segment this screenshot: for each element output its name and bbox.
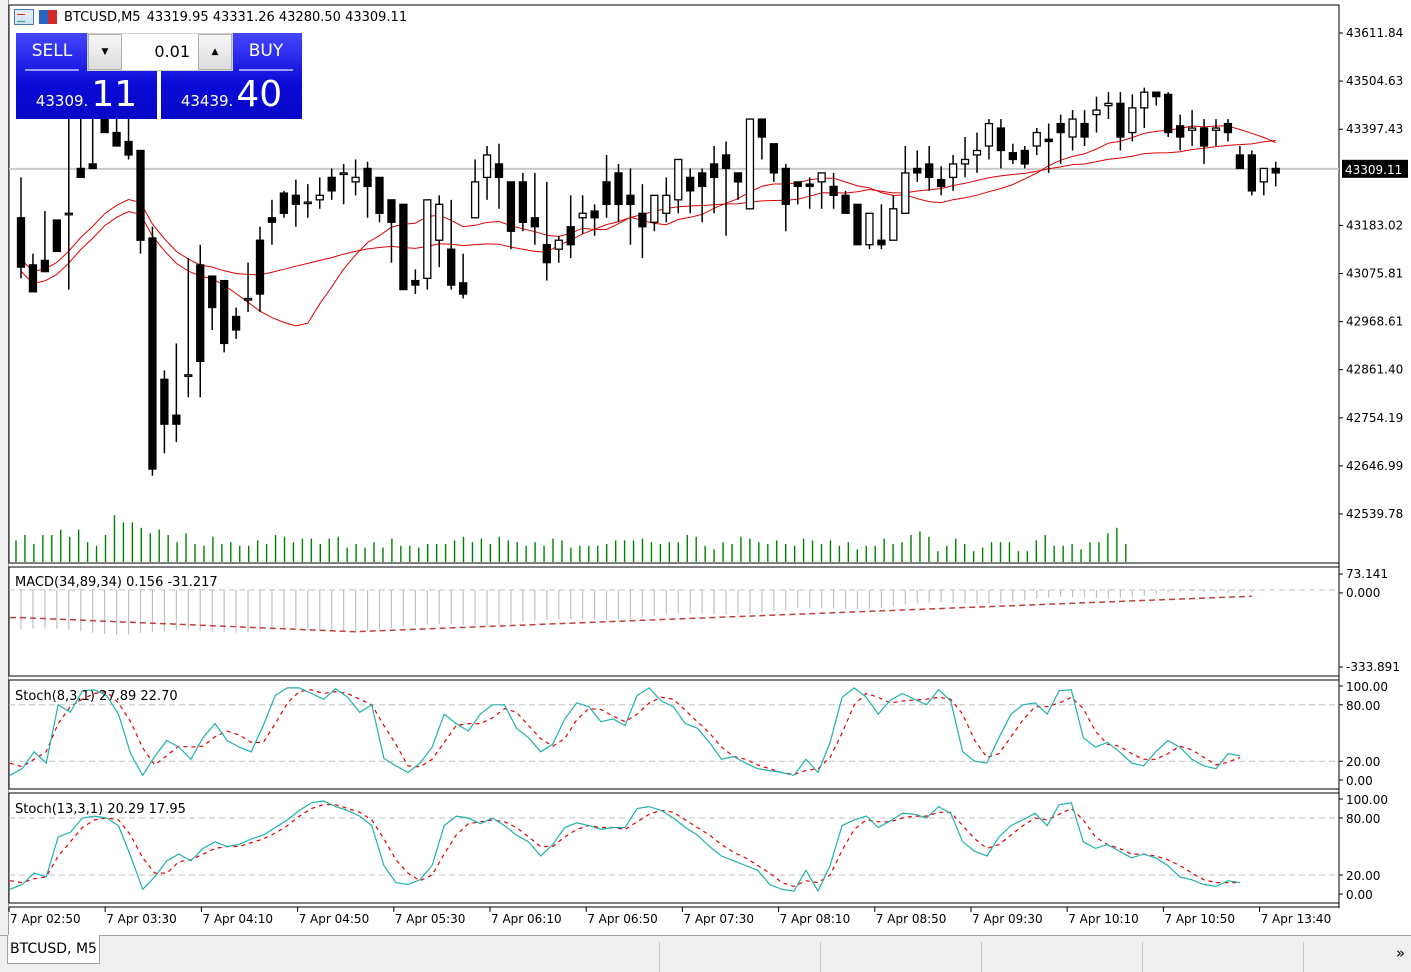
template-icon [38, 9, 58, 25]
buy-price-pips: 40 [236, 74, 283, 115]
time-axis-label: 7 Apr 08:10 [780, 912, 851, 926]
stoch-8-main-line [9, 687, 1241, 777]
one-click-trading-panel: SELL 43309.11 BUY 43439.40 ▼ 0.01 ▲ [16, 33, 304, 119]
stoch-13-pane[interactable] [8, 792, 1340, 904]
current-price-badge [1342, 159, 1408, 178]
time-axis-label: 7 Apr 13:40 [1261, 912, 1332, 926]
stoch-13-axis-label: 80.00 [1346, 812, 1380, 826]
buy-button[interactable]: BUY 43439.40 [161, 33, 302, 119]
price-axis-label: 42968.61 [1346, 315, 1403, 329]
buy-price-prefix: 43439. [180, 92, 234, 110]
chart-title-bar: BTCUSD,M5 43319.95 43331.26 43280.50 433… [14, 8, 407, 26]
stoch-8-axis-label: 20.00 [1346, 755, 1380, 769]
chart-window-icon [14, 9, 34, 25]
macd-pane[interactable] [8, 566, 1340, 677]
stoch-8-label: Stoch(8,3,1) 27.89 22.70 [15, 689, 178, 704]
candlesticks [16, 69, 1280, 476]
time-axis-label: 7 Apr 08:50 [876, 912, 947, 926]
moving-average-fast [20, 125, 1276, 327]
macd-axis-label: 73.141 [1346, 567, 1388, 581]
time-axis-label: 7 Apr 06:50 [587, 912, 658, 926]
time-axis-label: 7 Apr 07:30 [683, 912, 754, 926]
chart-tab-strip: BTCUSD, M5 » [0, 935, 1411, 972]
stoch-8-axis-label: 0.00 [1346, 774, 1373, 788]
lot-decrease-button[interactable]: ▼ [88, 34, 122, 70]
lot-increase-button[interactable]: ▲ [198, 34, 232, 70]
price-axis-label: 42539.78 [1346, 507, 1403, 521]
stoch-13-axis-label: 20.00 [1346, 869, 1380, 883]
time-axis-label: 7 Apr 10:50 [1164, 912, 1235, 926]
chart-canvas[interactable]: 43611.84 43504.63 43397.43 43183.02 43075.81… [0, 0, 1411, 935]
time-axis-label: 7 Apr 04:10 [202, 912, 273, 926]
stoch-8-pane[interactable] [8, 679, 1340, 790]
price-axis-label: 42646.99 [1346, 459, 1403, 473]
stoch-13-label: Stoch(13,3,1) 20.29 17.95 [15, 802, 186, 817]
macd-signal-line [10, 595, 1252, 633]
sell-underline [25, 69, 79, 71]
price-axis-label: 43611.84 [1346, 26, 1403, 40]
buy-underline [239, 69, 293, 71]
lot-size-control: ▼ 0.01 ▲ [87, 33, 233, 71]
price-axis-label: 43504.63 [1346, 74, 1403, 88]
buy-label: BUY [248, 41, 284, 61]
macd-axis-label: 0.000 [1346, 586, 1380, 600]
price-axis-label: 42754.19 [1346, 411, 1403, 425]
buy-price: 43439.40 [161, 74, 302, 115]
stoch-8-signal-line [9, 689, 1241, 776]
time-axis-label: 7 Apr 09:30 [972, 912, 1043, 926]
triangle-down-icon: ▼ [101, 47, 109, 57]
macd-histogram [20, 589, 1253, 635]
svg-text:43309.11: 43309.11 [1345, 163, 1402, 177]
price-axis-label: 43075.81 [1346, 267, 1403, 281]
price-axis-label: 42861.40 [1346, 363, 1403, 377]
price-axis-label: 43397.43 [1346, 122, 1403, 136]
moving-average-slow [20, 140, 1276, 276]
tab-btcusd-m5[interactable]: BTCUSD, M5 [7, 935, 100, 964]
ohlc-values: 43319.95 43331.26 43280.50 43309.11 [146, 9, 408, 25]
sell-label: SELL [31, 41, 73, 61]
stoch-8-axis-label: 100.00 [1346, 680, 1388, 694]
chart-window: 43611.84 43504.63 43397.43 43183.02 43075.81… [0, 0, 1411, 935]
macd-axis-label: -333.891 [1346, 660, 1400, 674]
stoch-13-axis-label: 100.00 [1346, 793, 1388, 807]
time-axis-label: 7 Apr 05:30 [395, 912, 466, 926]
time-axis-label: 7 Apr 02:50 [10, 912, 81, 926]
symbol-timeframe: BTCUSD,M5 [64, 9, 141, 25]
stoch-8-axis-label: 80.00 [1346, 699, 1380, 713]
macd-label: MACD(34,89,34) 0.156 -31.217 [15, 575, 218, 590]
stoch-13-axis-label: 0.00 [1346, 888, 1373, 902]
volume-bars [15, 515, 1127, 562]
lot-size-input[interactable]: 0.01 [154, 42, 190, 61]
time-axis-label: 7 Apr 04:50 [299, 912, 370, 926]
time-axis-label: 7 Apr 06:10 [491, 912, 562, 926]
sell-price-pips: 11 [91, 74, 138, 115]
time-axis-label: 7 Apr 03:30 [106, 912, 177, 926]
sell-price: 43309.11 [16, 74, 157, 115]
triangle-up-icon: ▲ [211, 47, 219, 57]
price-axis-label: 43183.02 [1346, 218, 1403, 232]
stoch-13-signal-line [9, 804, 1241, 888]
time-axis-label: 7 Apr 10:10 [1068, 912, 1139, 926]
more-tabs-chevron-icon[interactable]: » [1395, 944, 1405, 962]
stoch-13-main-line [9, 800, 1241, 893]
sell-price-prefix: 43309. [35, 92, 89, 110]
